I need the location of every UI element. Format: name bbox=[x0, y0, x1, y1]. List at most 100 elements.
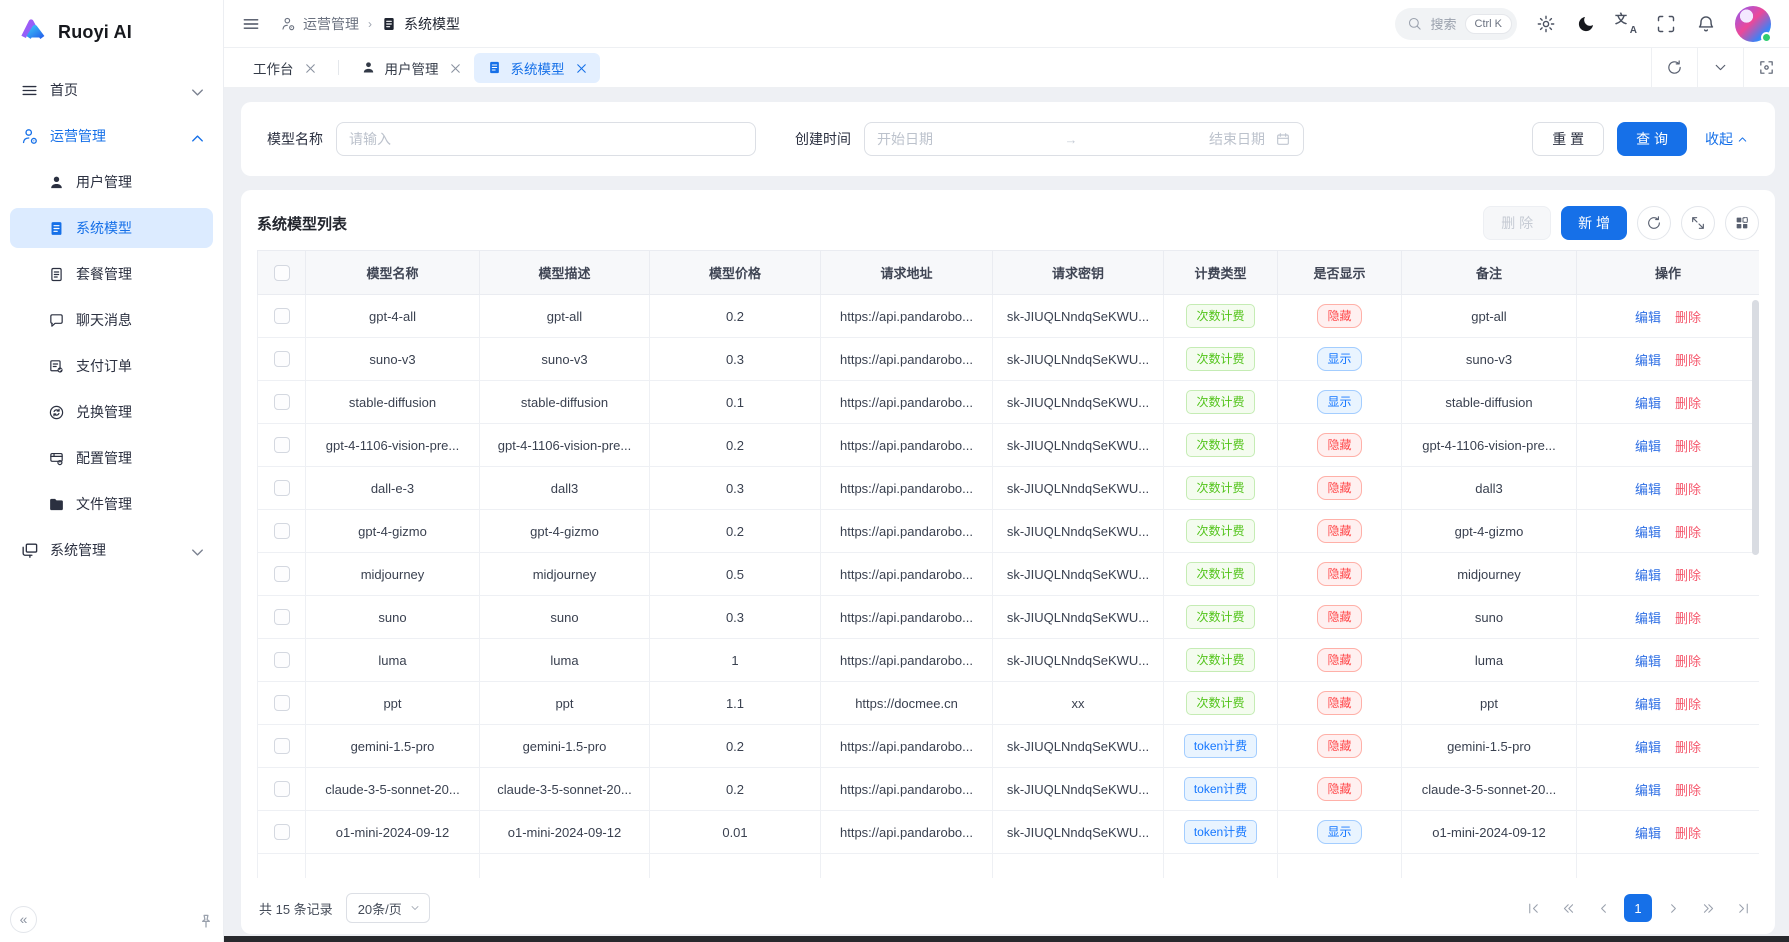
delete-link[interactable]: 删除 bbox=[1675, 653, 1702, 669]
cell-request-url: https://api.pandarobo... bbox=[820, 552, 993, 596]
brand-logo-icon bbox=[18, 15, 48, 50]
delete-link[interactable]: 删除 bbox=[1675, 395, 1702, 411]
edit-link[interactable]: 编辑 bbox=[1634, 782, 1661, 798]
row-checkbox[interactable] bbox=[273, 394, 290, 411]
close-tab-icon[interactable] bbox=[574, 61, 587, 74]
row-checkbox[interactable] bbox=[273, 824, 290, 841]
delete-link[interactable]: 删除 bbox=[1675, 610, 1702, 626]
create-time-range-picker[interactable]: 开始日期 → 结束日期 bbox=[864, 122, 1304, 156]
content-fullscreen-icon[interactable] bbox=[1743, 48, 1789, 87]
edit-link[interactable]: 编辑 bbox=[1634, 696, 1661, 712]
edit-link[interactable]: 编辑 bbox=[1634, 395, 1661, 411]
collapse-filter-link[interactable]: 收起 bbox=[1705, 129, 1749, 149]
edit-link[interactable]: 编辑 bbox=[1634, 567, 1661, 583]
edit-link[interactable]: 编辑 bbox=[1634, 309, 1661, 325]
breadcrumb-item-system-models[interactable]: 系统模型 bbox=[381, 14, 460, 34]
sidebar-item-chat-messages[interactable]: 聊天消息 bbox=[10, 300, 213, 340]
row-checkbox[interactable] bbox=[273, 437, 290, 454]
refresh-table-icon[interactable] bbox=[1637, 206, 1671, 240]
edit-link[interactable]: 编辑 bbox=[1634, 524, 1661, 540]
notifications-icon[interactable] bbox=[1695, 13, 1717, 35]
cell-model-price: 0.2 bbox=[649, 294, 821, 338]
breadcrumb-item-operations[interactable]: 运营管理 bbox=[280, 14, 359, 34]
model-name-input[interactable] bbox=[336, 122, 756, 156]
row-checkbox[interactable] bbox=[273, 351, 290, 368]
tab-user-management[interactable]: 用户管理 bbox=[348, 53, 474, 83]
delete-link[interactable]: 删除 bbox=[1675, 567, 1702, 583]
edit-link[interactable]: 编辑 bbox=[1634, 438, 1661, 454]
refresh-tab-icon[interactable] bbox=[1651, 48, 1697, 87]
reset-button[interactable]: 重 置 bbox=[1532, 122, 1605, 156]
row-checkbox[interactable] bbox=[273, 308, 290, 325]
scrollbar-thumb[interactable] bbox=[1752, 300, 1759, 555]
row-checkbox[interactable] bbox=[273, 480, 290, 497]
edit-link[interactable]: 编辑 bbox=[1634, 481, 1661, 497]
delete-link[interactable]: 删除 bbox=[1675, 352, 1702, 368]
sidebar-item-plan-management[interactable]: 套餐管理 bbox=[10, 254, 213, 294]
jump-prev-button[interactable] bbox=[1554, 894, 1582, 922]
page-size-select[interactable]: 20条/页 bbox=[345, 893, 430, 923]
tab-menu-chevron-icon[interactable] bbox=[1697, 48, 1743, 87]
query-button[interactable]: 查 询 bbox=[1617, 122, 1687, 156]
edit-link[interactable]: 编辑 bbox=[1634, 739, 1661, 755]
current-page-button[interactable]: 1 bbox=[1624, 894, 1652, 922]
tab-workbench[interactable]: 工作台 bbox=[240, 53, 329, 83]
cell-remark: luma bbox=[1401, 638, 1577, 682]
add-button[interactable]: 新 增 bbox=[1561, 206, 1627, 240]
edit-link[interactable]: 编辑 bbox=[1634, 825, 1661, 841]
cell-model-price: 0.2 bbox=[649, 767, 821, 811]
close-tab-icon[interactable] bbox=[303, 61, 316, 74]
pin-sidebar-icon[interactable] bbox=[197, 912, 215, 930]
cell-model-desc: suno-v3 bbox=[479, 337, 650, 381]
close-tab-icon[interactable] bbox=[448, 61, 461, 74]
row-checkbox[interactable] bbox=[273, 566, 290, 583]
sidebar-item-payment-orders[interactable]: 支付订单 bbox=[10, 346, 213, 386]
prev-page-button[interactable] bbox=[1589, 894, 1617, 922]
edit-link[interactable]: 编辑 bbox=[1634, 610, 1661, 626]
edit-link[interactable]: 编辑 bbox=[1634, 352, 1661, 368]
row-checkbox[interactable] bbox=[273, 695, 290, 712]
settings-icon[interactable] bbox=[1535, 13, 1557, 35]
fullscreen-icon[interactable] bbox=[1655, 13, 1677, 35]
brand-name: Ruoyi AI bbox=[58, 21, 132, 42]
dark-mode-icon[interactable] bbox=[1575, 13, 1597, 35]
jump-last-button[interactable] bbox=[1729, 894, 1757, 922]
sidebar-item-operations[interactable]: 运营管理 bbox=[10, 116, 213, 156]
row-checkbox[interactable] bbox=[273, 652, 290, 669]
sidebar-item-config-management[interactable]: 配置管理 bbox=[10, 438, 213, 478]
next-page-button[interactable] bbox=[1659, 894, 1687, 922]
global-search[interactable]: 搜索 Ctrl K bbox=[1395, 7, 1517, 40]
row-checkbox[interactable] bbox=[273, 523, 290, 540]
delete-link[interactable]: 删除 bbox=[1675, 825, 1702, 841]
delete-link[interactable]: 删除 bbox=[1675, 438, 1702, 454]
select-all-checkbox[interactable] bbox=[273, 264, 290, 281]
sidebar-collapse-button[interactable]: « bbox=[10, 906, 37, 933]
row-checkbox[interactable] bbox=[273, 738, 290, 755]
jump-first-button[interactable] bbox=[1519, 894, 1547, 922]
cell-request-url: https://api.pandarobo... bbox=[820, 724, 993, 768]
sidebar-item-user-management[interactable]: 用户管理 bbox=[10, 162, 213, 202]
delete-link[interactable]: 删除 bbox=[1675, 309, 1702, 325]
delete-link[interactable]: 删除 bbox=[1675, 524, 1702, 540]
collapse-menu-icon[interactable] bbox=[240, 13, 262, 35]
jump-next-button[interactable] bbox=[1694, 894, 1722, 922]
brand[interactable]: Ruoyi AI bbox=[0, 0, 223, 64]
tab-system-models[interactable]: 系统模型 bbox=[473, 52, 600, 83]
row-checkbox[interactable] bbox=[273, 609, 290, 626]
delete-link[interactable]: 删除 bbox=[1675, 739, 1702, 755]
edit-link[interactable]: 编辑 bbox=[1634, 653, 1661, 669]
table-fullscreen-icon[interactable] bbox=[1681, 206, 1715, 240]
delete-link[interactable]: 删除 bbox=[1675, 696, 1702, 712]
avatar[interactable] bbox=[1735, 5, 1772, 43]
row-checkbox[interactable] bbox=[273, 781, 290, 798]
sidebar-item-home[interactable]: 首页 bbox=[10, 70, 213, 110]
sidebar-item-system-models[interactable]: 系统模型 bbox=[10, 208, 213, 248]
sidebar-item-redeem-management[interactable]: 兑换管理 bbox=[10, 392, 213, 432]
sidebar-item-file-management[interactable]: 文件管理 bbox=[10, 484, 213, 524]
delete-button[interactable]: 删 除 bbox=[1483, 206, 1552, 240]
delete-link[interactable]: 删除 bbox=[1675, 782, 1702, 798]
sidebar-item-system[interactable]: 系统管理 bbox=[10, 530, 213, 570]
delete-link[interactable]: 删除 bbox=[1675, 481, 1702, 497]
column-settings-icon[interactable] bbox=[1725, 206, 1759, 240]
